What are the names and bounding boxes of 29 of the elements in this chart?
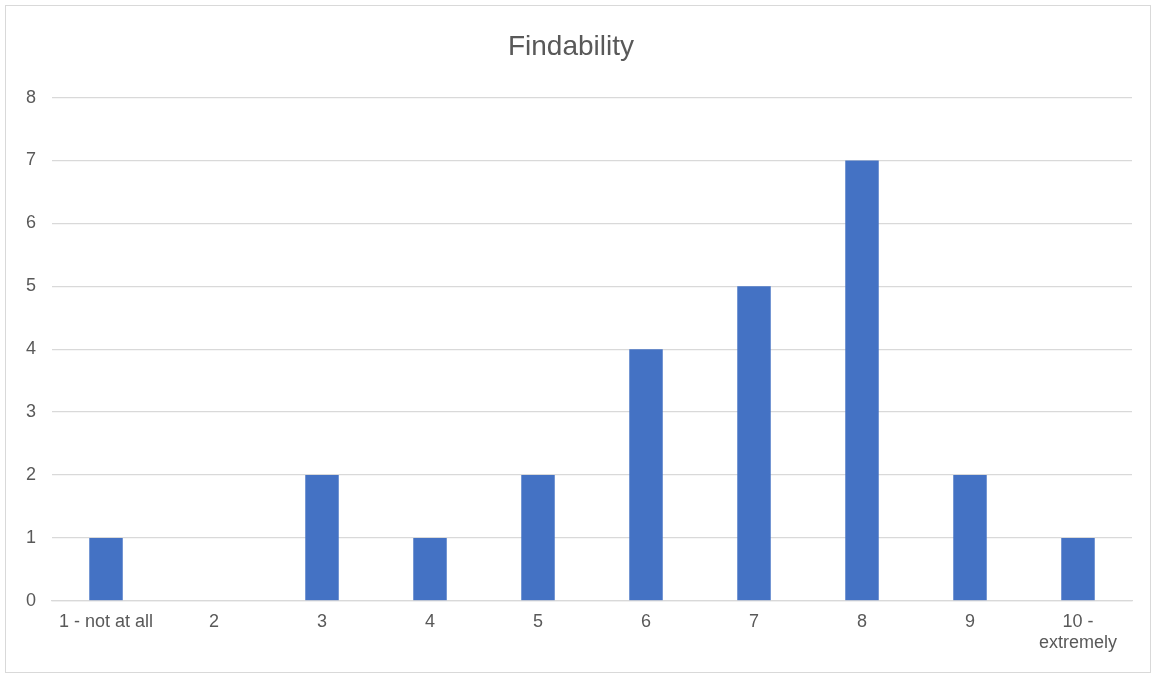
x-tick-label: 5 <box>533 610 544 631</box>
x-tick-label: 2 <box>209 610 220 631</box>
y-tick-label: 2 <box>26 463 37 484</box>
bar <box>629 349 663 601</box>
bar <box>305 475 339 601</box>
y-tick-label: 6 <box>26 212 37 233</box>
x-tick-label: 10 - extremely <box>1038 610 1118 653</box>
bar <box>413 537 447 601</box>
x-tick-label: 7 <box>749 610 760 631</box>
x-tick-label: 1 - not at all <box>58 610 154 631</box>
y-tick-label: 4 <box>26 338 37 359</box>
bar <box>737 286 771 601</box>
x-tick-label: 4 <box>425 610 436 631</box>
bar <box>953 475 987 601</box>
bar <box>521 475 555 601</box>
bar <box>845 160 879 601</box>
chart-title: Findability <box>507 29 635 61</box>
y-tick-label: 3 <box>26 401 37 422</box>
y-tick-label: 0 <box>26 589 37 610</box>
y-tick-label: 1 <box>26 526 37 547</box>
x-tick-label: 8 <box>856 610 868 631</box>
x-tick-label: 6 <box>641 610 652 631</box>
x-tick-label: 3 <box>317 610 328 631</box>
y-tick-label: 8 <box>26 86 37 107</box>
x-tick-label: 9 <box>964 610 976 631</box>
y-tick-label: 7 <box>26 149 37 170</box>
bar <box>89 537 123 601</box>
y-tick-label: 5 <box>26 275 37 296</box>
bar <box>1061 537 1095 601</box>
